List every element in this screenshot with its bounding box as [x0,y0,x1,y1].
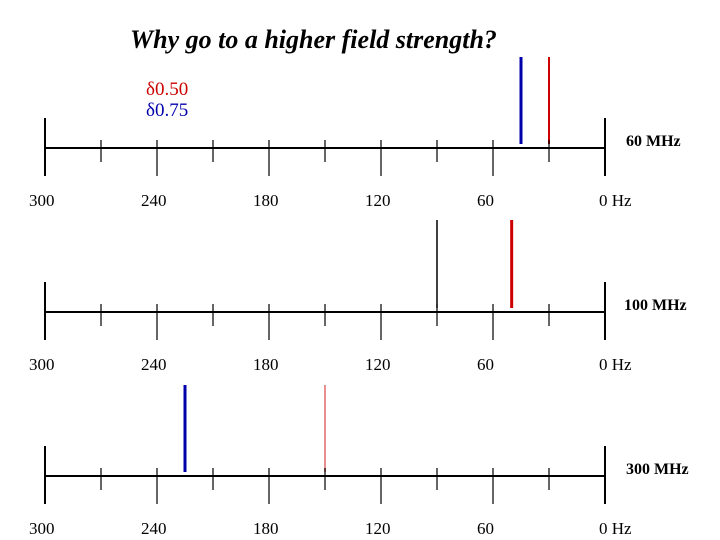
page-title: Why go to a higher field strength? [130,25,497,54]
legend-delta-075: δ0.75 [146,100,188,121]
tick-label: 120 [365,355,391,374]
tick-label: 0 Hz [599,519,632,538]
legend-delta-050: δ0.50 [146,79,188,100]
tick-label: 120 [365,191,391,210]
tick-label: 120 [365,519,391,538]
field-strength-label: 60 MHz [626,133,681,150]
tick-label: 60 [477,355,494,374]
tick-label: 240 [141,519,167,538]
tick-label: 300 [29,191,55,210]
field-strength-label: 300 MHz [626,461,689,478]
tick-label: 240 [141,191,167,210]
spectrum-panels: 300 240 180 120 60 0 Hz 60 MHz 300 240 180 120 60 0 … [29,57,689,538]
spectrum-panel: 300 240 180 120 60 0 Hz 300 MHz [29,385,689,538]
spectrum-panel: 300 240 180 120 60 0 Hz 100 MHz [29,220,687,374]
tick-label: 180 [253,519,279,538]
spectrum-panel: 300 240 180 120 60 0 Hz 60 MHz [29,57,681,210]
tick-label: 60 [477,191,494,210]
tick-label: 300 [29,355,55,374]
tick-label: 300 [29,519,55,538]
field-strength-label: 100 MHz [624,297,687,314]
tick-label: 180 [253,355,279,374]
tick-label: 60 [477,519,494,538]
tick-label: 0 Hz [599,355,632,374]
tick-label: 240 [141,355,167,374]
tick-label: 0 Hz [599,191,632,210]
tick-label: 180 [253,191,279,210]
